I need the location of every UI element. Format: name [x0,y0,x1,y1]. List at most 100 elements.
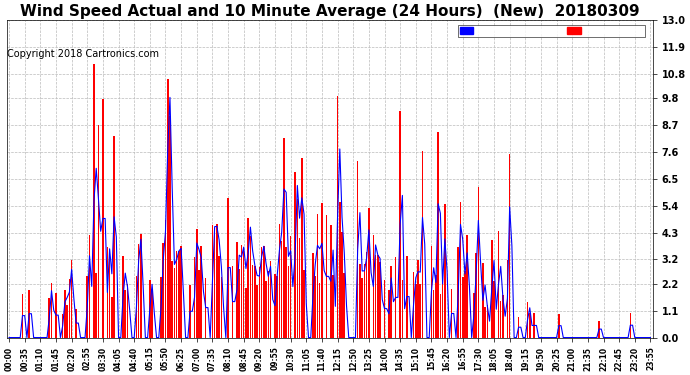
Bar [431,246,432,338]
Bar [66,305,68,338]
Bar [384,280,385,338]
Bar [86,276,88,338]
Bar [75,309,77,338]
Bar [462,277,464,338]
Bar [279,224,280,338]
Bar [180,246,182,338]
Bar [406,256,408,338]
Bar [196,229,197,338]
Bar [286,247,287,338]
Bar [48,298,50,338]
Bar [218,256,220,338]
Bar [502,295,504,338]
Bar [171,261,173,338]
Bar [51,283,52,338]
Bar [194,257,195,338]
Bar [529,314,531,338]
Bar [227,198,229,338]
Bar [337,96,338,338]
Bar [169,116,170,338]
Bar [162,243,164,338]
Bar [290,236,291,338]
Bar [558,314,560,338]
Bar [357,161,359,338]
Bar [239,268,240,338]
Bar [326,215,327,338]
Bar [71,260,72,338]
Bar [138,244,139,338]
Bar [127,284,128,338]
Bar [473,292,475,338]
Bar [420,284,421,338]
Bar [252,265,253,338]
Bar [304,270,305,338]
Bar [124,290,126,338]
Bar [359,264,361,338]
Bar [136,276,137,338]
Title: Wind Speed Actual and 10 Minute Average (24 Hours)  (New)  20180309: Wind Speed Actual and 10 Minute Average … [20,4,640,19]
Bar [402,280,403,338]
Bar [339,202,341,338]
Bar [319,283,320,338]
Bar [484,307,486,338]
Bar [437,132,439,338]
Bar [477,188,479,338]
Bar [506,260,509,338]
Bar [216,224,217,338]
Bar [261,247,262,338]
Bar [232,266,233,338]
Bar [268,271,269,338]
Bar [189,285,191,338]
Bar [288,266,289,338]
Bar [500,302,502,338]
Bar [315,276,316,338]
Text: Copyright 2018 Cartronics.com: Copyright 2018 Cartronics.com [7,49,159,59]
Bar [241,245,242,338]
Bar [55,292,57,338]
Bar [140,234,141,338]
Bar [281,240,282,338]
Bar [333,275,334,338]
Bar [68,279,70,338]
Bar [375,255,376,338]
Bar [464,271,466,338]
Bar [373,235,374,338]
Bar [629,313,631,338]
Bar [342,232,343,338]
Bar [442,274,444,338]
Bar [457,247,459,338]
Bar [466,235,468,338]
Bar [486,305,488,338]
Bar [201,246,202,338]
Bar [482,263,484,338]
Bar [451,290,453,338]
Bar [598,321,600,338]
Bar [176,251,177,338]
Bar [113,136,115,338]
Bar [491,240,493,338]
Bar [165,220,166,338]
Bar [274,274,276,338]
Bar [28,290,30,338]
Bar [297,199,298,338]
Bar [344,273,345,338]
Bar [417,260,419,338]
Bar [95,273,97,338]
Bar [167,79,168,338]
Bar [301,158,303,338]
Bar [433,290,435,338]
Bar [149,280,150,338]
Bar [254,266,256,338]
Bar [151,288,153,338]
Bar [295,172,296,338]
Bar [21,294,23,338]
Bar [178,251,179,338]
Bar [391,266,392,338]
Bar [388,290,390,338]
Bar [102,99,103,338]
Bar [364,264,365,338]
Bar [312,253,314,338]
Bar [106,247,108,338]
Bar [533,314,535,338]
Bar [259,267,260,338]
